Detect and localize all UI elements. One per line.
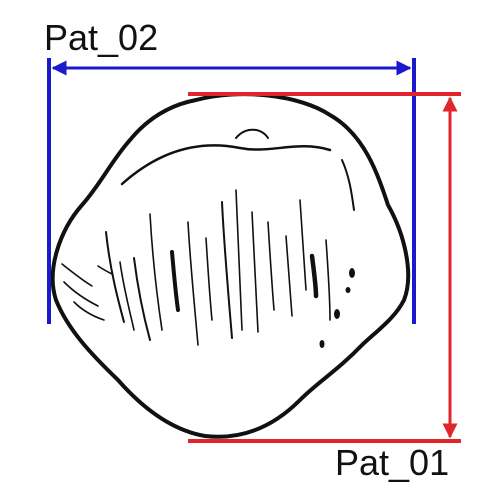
patella-bone-icon bbox=[50, 92, 411, 439]
bone-hatching bbox=[61, 263, 113, 321]
height-measurement bbox=[188, 92, 461, 443]
bone-striations bbox=[105, 189, 331, 346]
bone-ridge-bump bbox=[235, 128, 269, 139]
width-measurement bbox=[47, 58, 416, 324]
bone-outline bbox=[50, 92, 411, 439]
bone-dots bbox=[319, 268, 355, 348]
height-measure-label: Pat_01 bbox=[335, 442, 450, 483]
width-measure-label: Pat_02 bbox=[44, 17, 159, 58]
bone-ridge-upper bbox=[120, 144, 332, 186]
bone-right-contour bbox=[341, 159, 355, 211]
